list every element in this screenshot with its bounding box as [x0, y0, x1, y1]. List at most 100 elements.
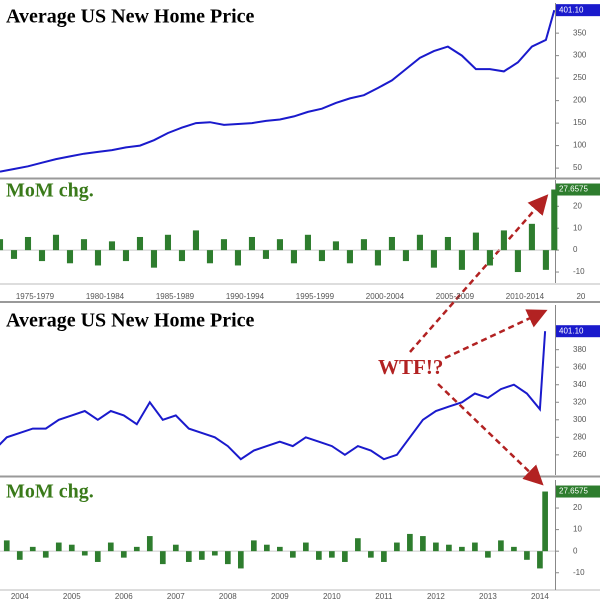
bar: [360, 239, 367, 251]
x-tick-label: 2009: [271, 592, 289, 601]
bar: [444, 236, 451, 251]
y-tick-label: 300: [573, 415, 587, 424]
bar: [500, 230, 507, 251]
bar: [234, 250, 242, 266]
bar: [511, 546, 517, 552]
bar: [164, 234, 172, 251]
y-tick-label: 360: [573, 362, 587, 371]
bar: [420, 536, 426, 552]
bar: [263, 544, 270, 552]
last-value-label: 401.10: [559, 5, 584, 14]
x-tick-label: 2000-2004: [366, 292, 405, 301]
bar: [381, 551, 387, 562]
bar: [38, 250, 46, 262]
y-tick-label: 0: [573, 546, 578, 555]
last-value-box: [556, 485, 600, 498]
bar: [220, 239, 228, 251]
bar: [24, 236, 32, 251]
bar: [0, 239, 4, 251]
last-value-label: 27.6575: [559, 185, 588, 194]
bar: [80, 239, 88, 251]
y-tick-label: 20: [573, 201, 582, 210]
bar: [528, 223, 535, 251]
last-value-box: [556, 4, 600, 17]
bar: [52, 234, 60, 251]
bar: [108, 241, 116, 251]
line-series: [0, 9, 556, 173]
y-tick-label: 20: [573, 503, 582, 512]
last-value-box: [556, 325, 600, 338]
chart-title: MoM chg.: [6, 481, 94, 503]
bar: [542, 250, 549, 270]
y-tick-label: -10: [573, 568, 585, 577]
bar: [277, 546, 283, 552]
bar: [55, 542, 62, 552]
bar: [94, 551, 101, 562]
bar: [498, 540, 504, 552]
bar: [150, 250, 158, 268]
bar: [178, 250, 186, 262]
bar: [290, 551, 296, 558]
y-tick-label: 280: [573, 432, 587, 441]
last-value-box: [556, 183, 600, 196]
y-tick-label: 200: [573, 96, 587, 105]
bar: [368, 551, 374, 558]
bar: [304, 234, 311, 251]
bar: [416, 234, 423, 251]
bar: [332, 241, 339, 251]
y-tick-label: 300: [573, 51, 587, 60]
bar: [433, 542, 439, 552]
x-tick-label: 2005-2009: [436, 292, 475, 301]
bar: [407, 533, 413, 552]
bar: [172, 544, 179, 552]
arrow: [409, 194, 549, 353]
x-tick-label: 1980-1984: [86, 292, 125, 301]
y-tick-label: 0: [573, 245, 578, 254]
bar: [402, 250, 409, 262]
bar: [388, 236, 395, 251]
y-tick-label: 10: [573, 525, 582, 534]
bar: [514, 250, 521, 273]
annotation-arrows: [409, 194, 549, 486]
x-tick-label: 2007: [167, 592, 185, 601]
bar: [211, 551, 218, 556]
bar: [224, 551, 231, 565]
x-tick-label: 2008: [219, 592, 237, 601]
x-tick-label: 20: [576, 292, 585, 301]
bar: [318, 250, 325, 262]
y-tick-label: 340: [573, 380, 587, 389]
x-tick-label: 2006: [115, 592, 133, 601]
bar: [551, 189, 558, 251]
bar: [248, 236, 256, 251]
line-series: [0, 331, 547, 461]
bar: [66, 250, 74, 264]
y-tick-label: 350: [573, 28, 587, 37]
bar: [122, 250, 130, 262]
bar: [542, 491, 548, 552]
bar: [10, 250, 18, 259]
x-tick-label: 2010: [323, 592, 341, 601]
bar: [42, 551, 49, 558]
bar: [68, 544, 75, 552]
x-tick-label: 2011: [375, 592, 393, 601]
x-tick-label: 1975-1979: [16, 292, 55, 301]
bar: [472, 542, 478, 552]
y-tick-label: 320: [573, 397, 587, 406]
x-tick-label: 1995-1999: [296, 292, 335, 301]
bar: [374, 250, 381, 266]
last-value-label: 401.10: [559, 326, 584, 335]
bar: [81, 551, 88, 556]
bar: [485, 551, 491, 558]
bar: [486, 250, 493, 266]
y-tick-label: 50: [573, 163, 582, 172]
bar: [29, 546, 36, 552]
bar: [316, 551, 322, 560]
bar: [355, 538, 361, 552]
bar: [472, 232, 479, 251]
y-tick-label: 250: [573, 73, 587, 82]
bar: [16, 551, 23, 560]
x-tick-label: 2005: [63, 592, 81, 601]
bar: [185, 551, 192, 562]
x-tick-label: 2013: [479, 592, 497, 601]
